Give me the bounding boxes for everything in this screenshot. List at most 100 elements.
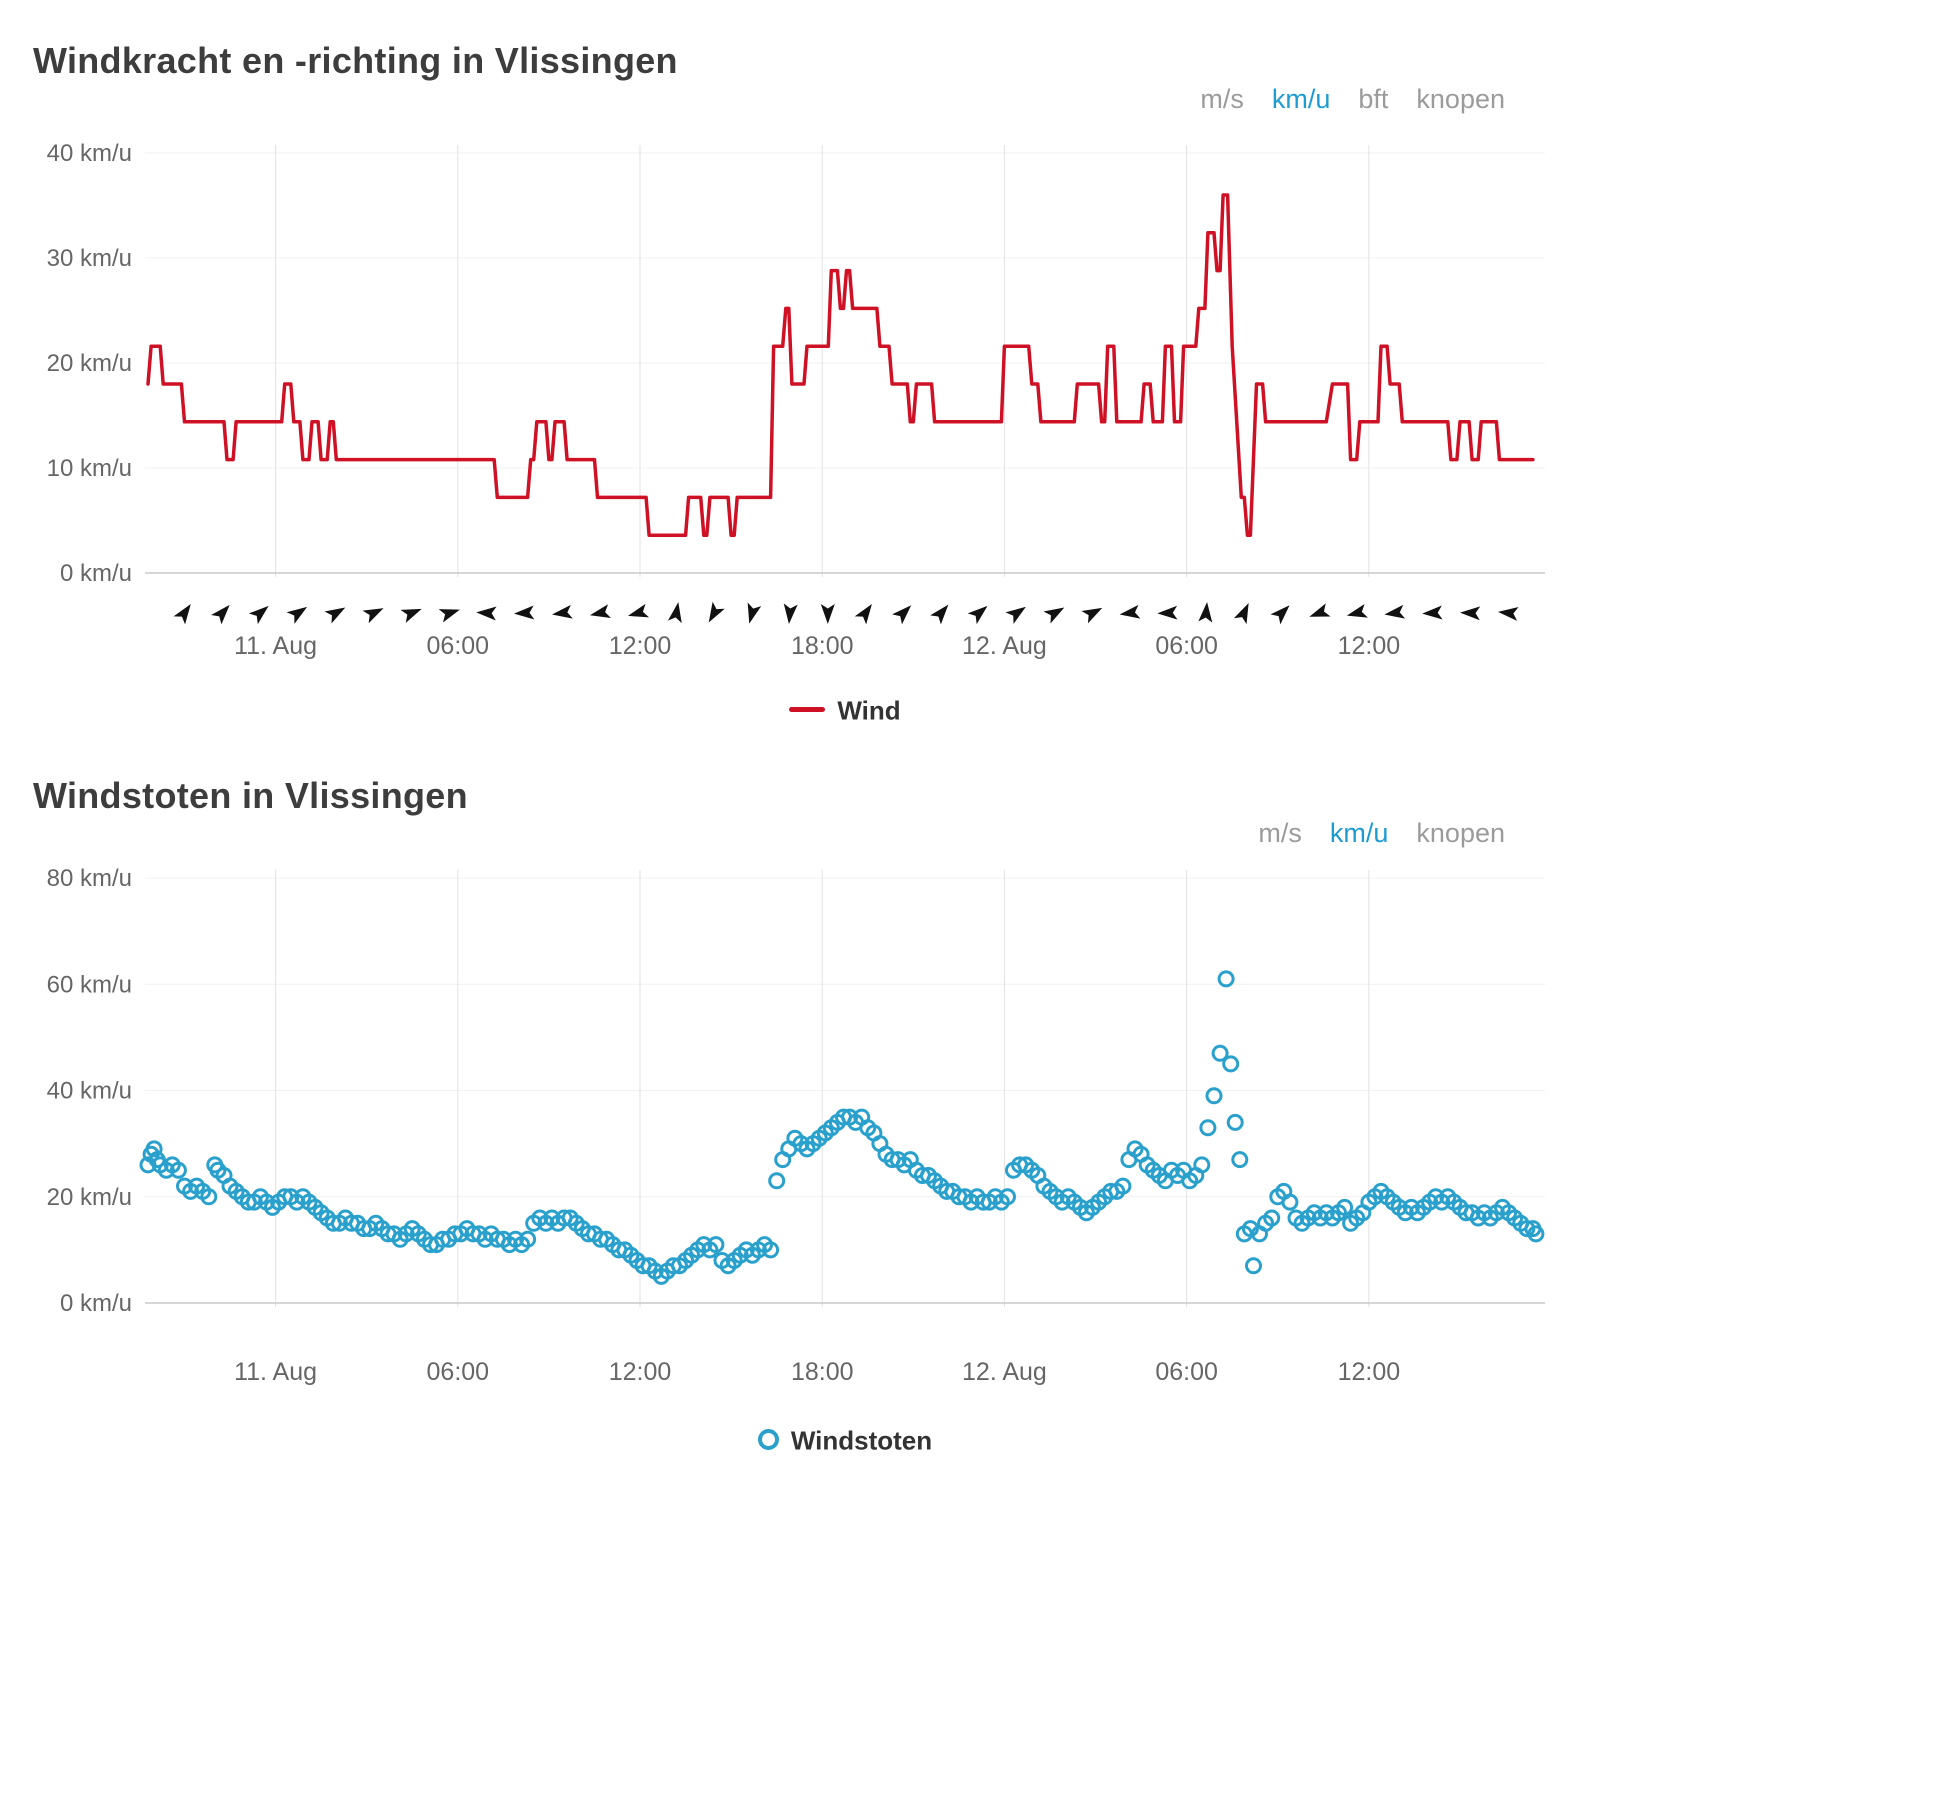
wind-direction-arrow-icon (892, 605, 912, 625)
wind-direction-arrow-icon (854, 603, 872, 625)
x-tick-label: 12. Aug (962, 1358, 1047, 1386)
wind-direction-arrow-icon (1043, 607, 1065, 624)
gust-data-point (169, 1161, 187, 1179)
gust-data-point (707, 1236, 725, 1254)
wind-chart-title: Windkracht en -richting in Vlissingen (33, 40, 678, 81)
wind-legend: Wind (0, 694, 1690, 727)
wind-direction-arrow-icon (783, 603, 798, 624)
gust-data-point (1114, 1177, 1132, 1195)
y-tick-label: 0 km/u (60, 1290, 132, 1317)
wind-direction-arrow-icon (1270, 605, 1290, 625)
wind-direction-arrow-icon (286, 606, 308, 624)
gust-data-point (1336, 1198, 1354, 1216)
wind-direction-arrow-icon (1119, 604, 1141, 619)
unit-option-knopen[interactable]: knopen (1416, 84, 1505, 114)
x-tick-label: 06:00 (1155, 1358, 1218, 1386)
wind-direction-arrow-icon (173, 603, 191, 625)
unit-option-knopen[interactable]: knopen (1416, 818, 1505, 848)
gust-data-point (1263, 1209, 1281, 1227)
gust-data-point (1217, 970, 1235, 988)
gust-chart-plot[interactable]: 0 km/u 20 km/u 40 km/u 60 km/u 80 km/u 11. Au… (0, 858, 1690, 1418)
wind-direction-arrow-icon (211, 604, 230, 625)
wind-direction-arrow-icon (667, 602, 682, 624)
y-tick-label: 20 km/u (47, 1184, 132, 1211)
x-tick-label: 11. Aug (234, 1358, 317, 1386)
gust-legend: Windstoten (0, 1424, 1690, 1457)
wind-direction-arrow-icon (627, 603, 650, 618)
wind-direction-arrow-icon (362, 608, 384, 624)
x-tick-label: 11. Aug (234, 632, 317, 660)
y-tick-label: 40 km/u (47, 1078, 132, 1105)
unit-option-m-s[interactable]: m/s (1258, 818, 1302, 848)
y-tick-label: 10 km/u (47, 455, 132, 482)
wind-direction-arrow-icon (248, 605, 269, 625)
x-tick-label: 12. Aug (962, 632, 1047, 660)
gust-data-point (200, 1188, 218, 1206)
gust-data-point (1226, 1113, 1244, 1131)
gust-data-point (999, 1188, 1016, 1206)
gust-data-point (1527, 1225, 1545, 1243)
y-tick-label: 0 km/u (60, 560, 132, 587)
wind-direction-arrow-icon (552, 604, 573, 619)
gust-legend-circle-swatch (757, 1428, 779, 1450)
wind-legend-label: Wind (837, 695, 901, 726)
gust-data-point (1245, 1257, 1262, 1275)
gust-unit-selector: m/s km/u knopen (0, 818, 1505, 849)
x-tick-label: 06:00 (1155, 632, 1218, 660)
x-tick-label: 12:00 (609, 632, 672, 660)
x-tick-label: 18:00 (791, 1358, 854, 1386)
wind-direction-arrow-icon (1422, 605, 1443, 620)
gust-data-point (1199, 1119, 1217, 1137)
y-tick-label: 80 km/u (47, 865, 132, 892)
gust-data-point (1231, 1151, 1249, 1169)
wind-direction-arrow-icon (1460, 606, 1481, 621)
gust-chart-title: Windstoten in Vlissingen (33, 775, 468, 816)
x-tick-label: 18:00 (791, 632, 854, 660)
y-tick-label: 40 km/u (47, 140, 132, 167)
wind-direction-arrow-icon (930, 604, 949, 625)
unit-option-km-u[interactable]: km/u (1271, 84, 1331, 114)
wind-direction-arrow-icon (1384, 604, 1406, 619)
gust-data-point (1281, 1193, 1299, 1211)
gust-data-point (519, 1230, 537, 1248)
wind-direction-arrow-icon (438, 609, 460, 623)
x-tick-label: 12:00 (1338, 1358, 1401, 1386)
wind-chart-plot[interactable]: 0 km/u 10 km/u 20 km/u 30 km/u 40 km/u 11. Au… (0, 130, 1690, 690)
wind-direction-arrow-icon (1198, 602, 1213, 623)
x-tick-label: 06:00 (427, 632, 490, 660)
wind-direction-arrow-icon (589, 604, 611, 618)
wind-direction-arrow-icon (1309, 603, 1331, 617)
x-tick-label: 06:00 (427, 1358, 490, 1386)
wind-direction-arrow-icon (708, 601, 725, 623)
gust-data-point (1205, 1087, 1223, 1105)
unit-option-m-s[interactable]: m/s (1200, 84, 1244, 114)
gust-data-point (1211, 1044, 1229, 1062)
gust-data-point (762, 1241, 780, 1259)
unit-option-bft[interactable]: bft (1358, 84, 1389, 114)
wind-direction-arrow-icon (476, 606, 497, 621)
wind-direction-arrow-icon (1497, 606, 1519, 621)
wind-legend-line-swatch (789, 706, 826, 712)
gust-data-point (1193, 1156, 1211, 1174)
unit-option-km-u[interactable]: km/u (1329, 818, 1389, 848)
x-tick-label: 12:00 (609, 1358, 672, 1386)
wind-direction-arrow-icon (1346, 604, 1368, 618)
wind-direction-arrow-icon (324, 607, 346, 624)
gust-data-point (1222, 1055, 1240, 1073)
wind-direction-arrow-icon (967, 605, 988, 625)
gust-data-point (768, 1172, 786, 1190)
wind-direction-arrow-icon (1005, 606, 1026, 624)
wind-direction-arrow-icon (1157, 605, 1178, 620)
y-tick-label: 30 km/u (47, 245, 132, 272)
wind-direction-arrow-icon (1233, 603, 1249, 625)
gust-legend-label: Windstoten (790, 1425, 933, 1456)
y-tick-label: 60 km/u (47, 971, 132, 998)
y-tick-label: 20 km/u (47, 350, 132, 377)
wind-direction-arrow-icon (400, 608, 422, 623)
gust-data-point (145, 1140, 163, 1158)
wind-speed-line (146, 193, 1535, 537)
x-tick-label: 12:00 (1338, 632, 1401, 660)
wind-unit-selector: m/s km/u bft knopen (0, 84, 1505, 115)
wind-direction-arrow-icon (747, 602, 762, 624)
